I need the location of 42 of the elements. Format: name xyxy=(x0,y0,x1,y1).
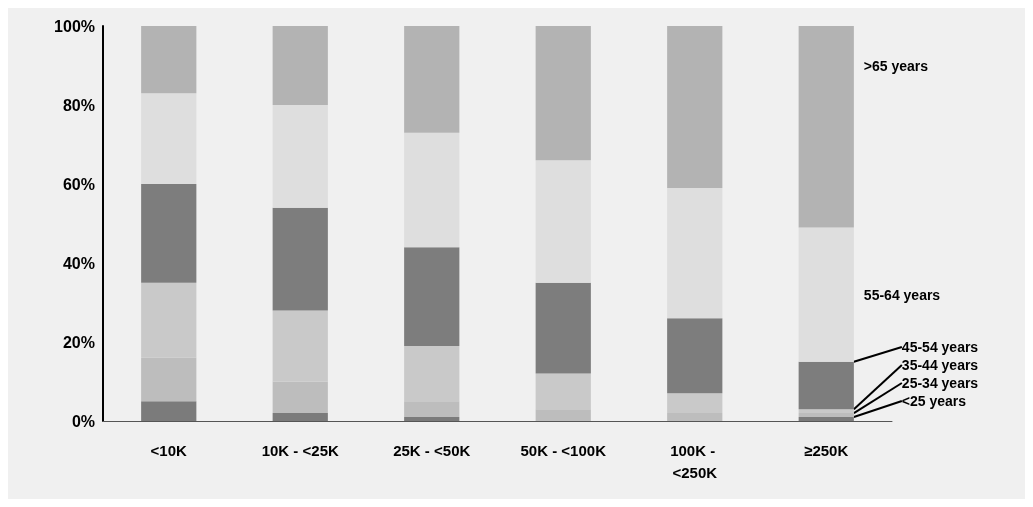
bar xyxy=(798,413,854,418)
bar xyxy=(798,417,854,421)
bar xyxy=(404,26,460,133)
bar xyxy=(404,132,460,248)
y-tick-label: 60% xyxy=(62,175,95,193)
x-tick-label: 10K - <25K xyxy=(261,441,339,459)
x-tick-label: ≥250K xyxy=(804,441,849,459)
bar xyxy=(404,247,460,346)
y-tick-label: 20% xyxy=(62,333,95,351)
bar xyxy=(798,227,854,362)
x-tick-label: 25K - <50K xyxy=(393,441,471,459)
x-tick-label: 50K - <100K xyxy=(520,441,607,459)
y-tick-label: 80% xyxy=(62,96,95,114)
y-tick-label: 40% xyxy=(62,254,95,272)
text: <25 years xyxy=(901,393,967,409)
bar xyxy=(272,413,328,421)
bar xyxy=(141,26,197,94)
bar xyxy=(667,318,723,394)
bar xyxy=(272,207,328,311)
bar xyxy=(141,401,197,421)
bar xyxy=(272,26,328,105)
text: 35-44 years xyxy=(901,357,979,373)
bar xyxy=(667,187,723,319)
bar xyxy=(535,160,591,283)
bar xyxy=(272,105,328,208)
y-tick-label: 100% xyxy=(54,17,95,35)
bar xyxy=(404,417,460,421)
bar xyxy=(667,26,723,188)
bar xyxy=(798,409,854,414)
x-tick-label: <10K xyxy=(150,441,188,459)
y-tick-label: 0% xyxy=(71,412,95,430)
bar xyxy=(535,282,591,374)
text: 45-54 years xyxy=(901,339,979,355)
bar xyxy=(798,361,854,410)
bar xyxy=(141,184,197,283)
series-label: 55-64 years xyxy=(863,286,941,303)
bar xyxy=(798,26,854,228)
text: 25-34 years xyxy=(901,375,979,391)
x-tick-label: 100K - <250K xyxy=(670,441,720,481)
bar xyxy=(535,26,591,161)
series-label: >65 years xyxy=(863,58,929,74)
bar xyxy=(141,93,197,184)
